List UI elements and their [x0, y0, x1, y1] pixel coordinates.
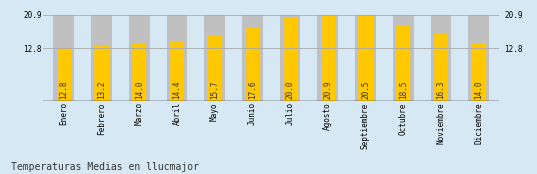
Text: 12.8: 12.8	[59, 81, 68, 99]
Text: Temperaturas Medias en llucmajor: Temperaturas Medias en llucmajor	[11, 162, 199, 172]
Bar	[56, 48, 71, 101]
Bar	[132, 43, 146, 101]
Bar	[321, 15, 335, 101]
Text: 15.7: 15.7	[210, 81, 219, 99]
Text: 20.5: 20.5	[361, 81, 370, 99]
Bar	[471, 43, 486, 101]
Bar	[355, 15, 376, 101]
Text: 14.0: 14.0	[135, 81, 144, 99]
Bar	[431, 15, 451, 101]
Bar	[91, 15, 112, 101]
Bar	[358, 16, 373, 101]
Bar	[53, 15, 74, 101]
Bar	[245, 28, 259, 101]
Text: 20.0: 20.0	[286, 81, 295, 99]
Text: 18.5: 18.5	[398, 81, 408, 99]
Bar	[468, 15, 489, 101]
Text: 16.3: 16.3	[437, 81, 445, 99]
Text: 14.4: 14.4	[172, 81, 182, 99]
Bar	[317, 15, 338, 101]
Bar	[242, 15, 263, 101]
Bar	[207, 36, 222, 101]
Bar	[280, 15, 300, 101]
Text: 17.6: 17.6	[248, 81, 257, 99]
Bar	[166, 15, 187, 101]
Bar	[95, 46, 108, 101]
Bar	[170, 41, 184, 101]
Bar	[393, 15, 413, 101]
Text: 13.2: 13.2	[97, 81, 106, 99]
Bar	[283, 18, 297, 101]
Bar	[396, 25, 410, 101]
Bar	[204, 15, 225, 101]
Text: 14.0: 14.0	[474, 81, 483, 99]
Text: 20.9: 20.9	[323, 81, 332, 99]
Bar	[129, 15, 149, 101]
Bar	[434, 34, 448, 101]
